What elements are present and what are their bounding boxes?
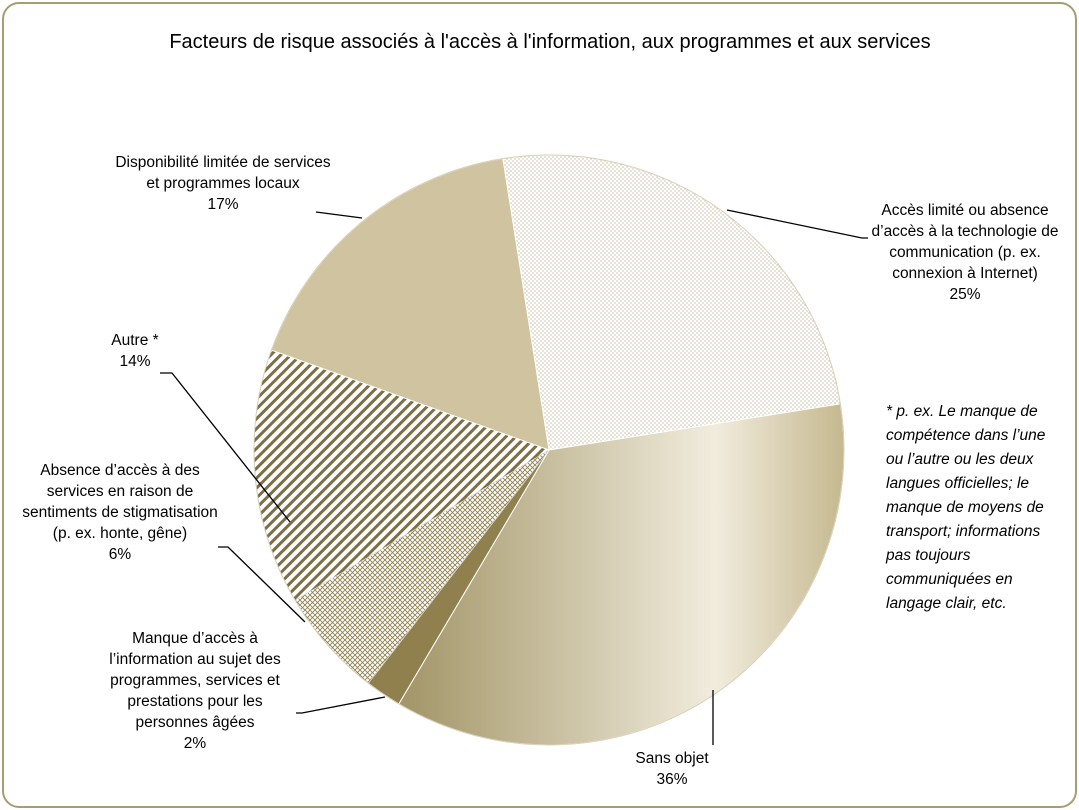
data-label: Accès limité ou absence d’accès à la tec… — [858, 200, 1072, 305]
slice-percent: 6% — [108, 546, 132, 563]
data-label: Sans objet 36% — [612, 748, 732, 790]
slice-name: Absence d’accès à des services en raison… — [22, 462, 218, 542]
slice-percent: 17% — [207, 196, 239, 213]
data-label: Manque d’accès à l’information au sujet … — [90, 628, 300, 754]
slice-percent: 14% — [119, 353, 151, 370]
slice-percent: 25% — [949, 286, 981, 303]
chart-title: Facteurs de risque associés à l'accès à … — [169, 31, 931, 53]
slice-name: Sans objet — [635, 750, 709, 767]
pie-outline — [253, 154, 845, 746]
data-label: Disponibilité limitée de services et pro… — [112, 152, 334, 215]
slice-percent: 36% — [656, 771, 688, 788]
data-label: Absence d’accès à des services en raison… — [20, 460, 220, 565]
slice-name: Disponibilité limitée de services et pro… — [115, 154, 331, 192]
data-label: Autre * 14% — [85, 330, 185, 372]
footnote: * p. ex. Le manque de compétence dans l’… — [886, 403, 1046, 612]
leader-lines — [160, 209, 868, 745]
slice-name: Autre * — [111, 332, 159, 349]
slice-name: Accès limité ou absence d’accès à la tec… — [871, 202, 1059, 282]
slice-name: Manque d’accès à l’information au sujet … — [109, 630, 281, 731]
slice-percent: 2% — [183, 735, 207, 752]
